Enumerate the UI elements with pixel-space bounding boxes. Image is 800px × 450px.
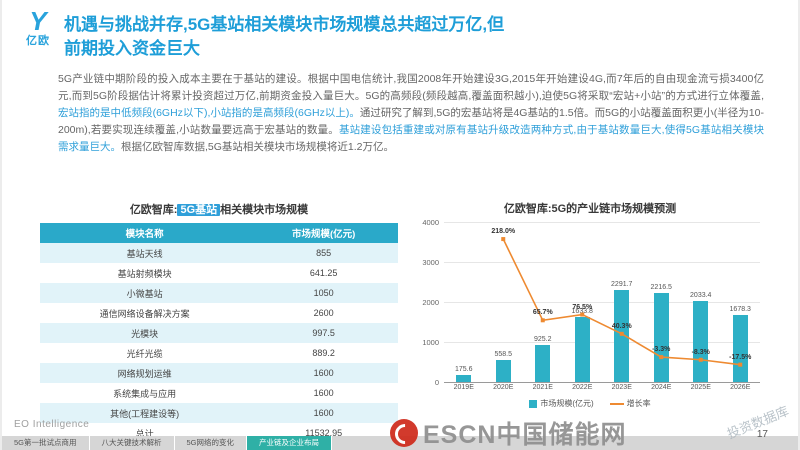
y-tick-label: 3000 <box>422 258 439 267</box>
growth-rate-label: 218.0% <box>491 228 516 236</box>
legend-bar-swatch-icon <box>529 399 538 408</box>
table-row: 小微基站 1050 <box>40 283 398 303</box>
escn-logo-icon <box>390 419 418 447</box>
bar-value-label: 558.5 <box>494 350 513 358</box>
x-tick-label: 2025E <box>690 384 711 391</box>
bar-value-label: 2216.5 <box>650 284 672 292</box>
module-table-body: 基站天线 855 基站射频模块 641.25 小微基站 1050 通信网络设备解决方案 260… <box>40 243 398 443</box>
table-row: 基站射频模块 641.25 <box>40 263 398 283</box>
gridline <box>444 302 760 303</box>
bar-2023E <box>614 290 630 382</box>
chart-plot: 175.6 558.5 925.2 1633.8 2291.7 2216.5 2033.4 1… <box>444 222 760 383</box>
bar-2020E <box>495 359 511 382</box>
y-tick-label: 2000 <box>422 298 439 307</box>
growth-line <box>501 237 743 367</box>
table-title-prefix: 亿欧智库: <box>129 204 178 216</box>
gridline <box>444 222 760 223</box>
x-tick-label: 2021E <box>532 384 553 391</box>
growth-rate-label: 65.7% <box>532 309 553 317</box>
body-segment-highlight: 基站建设包括重建或对原有基站升级改造两种方式,由于基站数量巨大,使得5G基站相关… <box>58 124 764 153</box>
x-tick-label: 2024E <box>651 384 672 391</box>
bar-2019E <box>456 374 472 382</box>
page-title-line1: 机遇与挑战并存,5G基站相关模块市场规模总共超过万亿,但 <box>64 15 505 34</box>
table-row: 系统集成与应用 1600 <box>40 383 398 403</box>
eo-logo: Y 亿欧 <box>14 8 62 47</box>
nav-tab-2[interactable]: 5G网络的变化 <box>175 436 248 450</box>
nav-tab-0[interactable]: 5G第一批试点商用 <box>2 436 90 450</box>
x-tick-label: 2026E <box>730 384 751 391</box>
bar-line-chart: 亿欧智库:5G的产业链市场规模预测 175.6 558.5 925.2 1633.8 2… <box>414 200 766 420</box>
legend-line-label: 增长率 <box>626 399 651 408</box>
escn-watermark: ESCN中国储能网 <box>390 415 626 450</box>
chart-x-axis: 2019E 2020E 2021E 2022E 2023E 2024E 2025E 2026E <box>444 384 760 391</box>
x-tick-label: 2020E <box>493 384 514 391</box>
nav-tab-1[interactable]: 八大关键技术解析 <box>90 436 175 450</box>
y-tick-label: 0 <box>434 378 439 387</box>
col-header-module: 模块名称 <box>40 223 250 243</box>
bar-value-label: 1633.8 <box>571 307 593 315</box>
bar-2025E <box>693 300 709 382</box>
gridline <box>444 342 760 343</box>
eo-logo-mark-icon: Y <box>29 6 47 36</box>
bar-value-label: 175.6 <box>454 365 473 373</box>
page-title: 机遇与挑战并存,5G基站相关模块市场规模总共超过万亿,但 前期投入资金巨大 <box>64 13 766 61</box>
col-header-size: 市场规模(亿元) <box>249 223 398 243</box>
x-tick-label: 2022E <box>572 384 593 391</box>
body-segment: 通过研究了解到,5G的宏基站将是4G基站的1.5倍。而5G的小站覆盖面积更小(半… <box>58 107 764 136</box>
legend-bar-label: 市场规模(亿元) <box>540 399 594 408</box>
page-title-line2: 前期投入资金巨大 <box>64 39 200 59</box>
x-tick-label: 2023E <box>611 384 632 391</box>
page-number: 17 <box>756 429 768 440</box>
eo-intelligence-text: EO Intelligence <box>14 419 90 430</box>
module-table: 模块名称 市场规模(亿元) 基站天线 855 基站射频模块 641.25 小微基站 105… <box>40 223 398 443</box>
table-row: 网络规划运维 1600 <box>40 363 398 383</box>
bar-2024E <box>653 293 669 382</box>
bar-value-label: 925.2 <box>533 336 552 343</box>
bar-2022E <box>574 316 590 382</box>
table-row: 其他(工程建设等) 1600 <box>40 403 398 423</box>
legend-item-line: 增长率 <box>609 398 651 409</box>
module-table-section: 亿欧智库: 5G基站 相关模块市场规模 模块名称 市场规模(亿元) 基站天线 855 基… <box>40 201 398 443</box>
gridline <box>444 262 760 263</box>
growth-rate-label: -17.5% <box>729 353 752 361</box>
body-segment: 根据亿欧智库数据,5G基站相关模块市场规模将近1.2万亿。 <box>121 141 395 153</box>
table-title-suffix: 相关模块市场规模 <box>220 204 309 216</box>
table-title-chip: 5G基站 <box>177 204 221 216</box>
bar-2026E <box>732 314 748 382</box>
table-row: 基站天线 855 <box>40 243 398 263</box>
bar-2021E <box>535 345 551 382</box>
body-segment-highlight: 宏站指的是中低频段(6GHz以下),小站指的是高频段(6GHz以上)。 <box>58 107 360 119</box>
escn-logo-text: ESCN中国储能网 <box>423 421 627 449</box>
eo-logo-text: 亿欧 <box>26 35 50 47</box>
chart-legend: 市场规模(亿元) 增长率 <box>414 398 766 409</box>
table-row: 光模块 997.5 <box>40 323 398 343</box>
bar-value-label: 2291.7 <box>611 281 633 289</box>
table-title: 亿欧智库: 5G基站 相关模块市场规模 <box>40 201 398 217</box>
y-tick-label: 1000 <box>422 338 439 347</box>
table-row: 通信网络设备解决方案 2600 <box>40 303 398 323</box>
chart-title: 亿欧智库:5G的产业链市场规模预测 <box>503 203 677 215</box>
bar-value-label: 2033.4 <box>690 291 712 299</box>
growth-rate-label: -8.3% <box>691 348 710 356</box>
legend-item-bar: 市场规模(亿元) <box>529 398 594 409</box>
table-header-row: 模块名称 市场规模(亿元) <box>40 223 398 243</box>
growth-rate-label: 40.3% <box>611 322 632 330</box>
body-paragraph: 5G产业链中期阶段的投入成本主要在于基站的建设。根据中国电信统计,我国2008年… <box>58 71 764 156</box>
bar-value-label: 1678.3 <box>729 305 751 313</box>
gridline <box>444 382 760 383</box>
growth-rate-label: 76.5% <box>572 303 593 311</box>
body-segment: 5G产业链中期阶段的投入成本主要在于基站的建设。根据中国电信统计,我国2008年… <box>58 73 764 102</box>
table-row: 光纤光缆 889.2 <box>40 343 398 363</box>
nav-tab-3[interactable]: 产业链及企业布局 <box>247 436 333 450</box>
legend-line-swatch-icon <box>609 402 624 405</box>
y-tick-label: 4000 <box>422 218 439 227</box>
x-tick-label: 2019E <box>453 384 474 391</box>
growth-rate-label: -3.3% <box>652 346 671 354</box>
